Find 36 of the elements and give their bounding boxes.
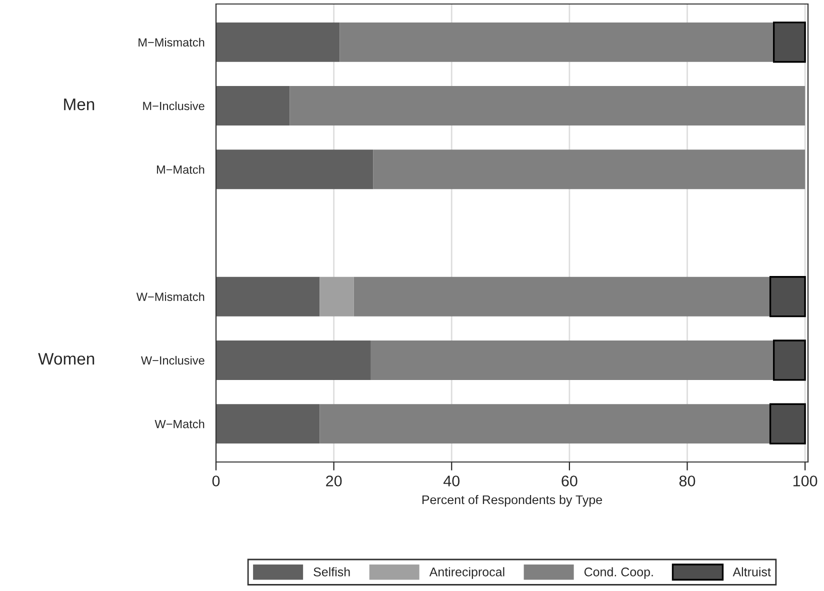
- y-tick-label: W−Mismatch: [136, 292, 204, 302]
- legend-label: Cond. Coop.: [584, 567, 653, 579]
- y-tick-label: W−Inclusive: [140, 356, 204, 365]
- x-tick-label: 80: [679, 476, 696, 486]
- bar: [354, 276, 770, 316]
- text: Women: [38, 353, 94, 365]
- x-tick-label: 100: [793, 476, 818, 486]
- y-tick-label: M−Mismatch: [138, 38, 204, 47]
- bar: [320, 276, 354, 316]
- x-tick-label: 60: [562, 476, 578, 486]
- bar: [773, 340, 806, 381]
- bar: [216, 340, 371, 380]
- bar: [340, 22, 774, 62]
- bar: [216, 404, 320, 444]
- x-tick-label: 20: [326, 476, 342, 486]
- text: Men: [64, 98, 94, 110]
- legend-label: Selfish: [314, 567, 350, 576]
- legend-label: Antireciprocal: [429, 567, 504, 579]
- bar: [320, 404, 770, 444]
- y-tick-label: M−Match: [156, 165, 204, 174]
- x-axis-title: Percent of Respondents by Type: [422, 494, 602, 507]
- y-tick-label: M−Inclusive: [143, 102, 204, 110]
- bar: [373, 150, 806, 190]
- bar: [216, 150, 374, 190]
- x-tick-label: 40: [443, 476, 460, 486]
- bar: [216, 86, 290, 126]
- bar: [290, 86, 806, 126]
- bar: [769, 276, 806, 318]
- y-tick-label: W−Match: [154, 420, 204, 428]
- bar: [370, 340, 774, 380]
- bar: [216, 22, 340, 62]
- legend-label: Altruist: [732, 567, 771, 576]
- x-tick-label: 0: [212, 476, 220, 486]
- bar: [216, 276, 320, 316]
- bar: [773, 22, 806, 63]
- bar: [769, 403, 806, 444]
